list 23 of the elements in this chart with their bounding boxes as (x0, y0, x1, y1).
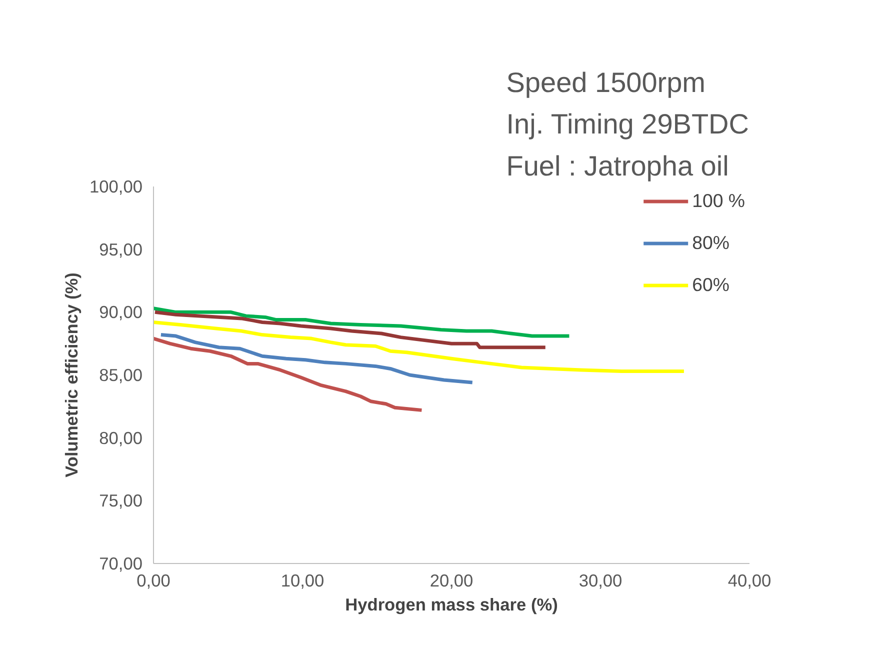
y-tick-label: 75,00 (99, 490, 143, 511)
line-series (154, 306, 571, 338)
x-tick-label: 40,00 (728, 570, 772, 590)
x-axis-title: Hydrogen mass share (%) (345, 594, 558, 614)
legend-label: 80% (692, 232, 730, 254)
x-tick-label: 20,00 (430, 570, 474, 590)
x-tick-label: 10,00 (280, 570, 324, 590)
line-series (159, 333, 474, 384)
chart-title: Speed 1500rpm Inj. Timing 29BTDC Fuel : Jatropha oil (506, 66, 749, 182)
y-axis-title: Volumetric efficiency (%) (62, 272, 82, 478)
x-tick-label: 0,00 (136, 570, 170, 590)
y-tick-label: 90,00 (99, 302, 143, 322)
y-tick-label: 95,00 (99, 239, 143, 260)
y-tick-label: 80,00 (99, 428, 143, 448)
y-tick-label: 70,00 (99, 554, 143, 574)
legend-label: 100 % (692, 190, 745, 212)
line-series (154, 310, 548, 350)
y-tick-label: 100,00 (90, 176, 142, 196)
line-series (154, 320, 686, 373)
x-tick-label: 30,00 (578, 570, 622, 590)
legend-label: 60% (692, 274, 730, 296)
y-tick-label: 85,00 (99, 365, 143, 385)
line-series (154, 336, 424, 412)
